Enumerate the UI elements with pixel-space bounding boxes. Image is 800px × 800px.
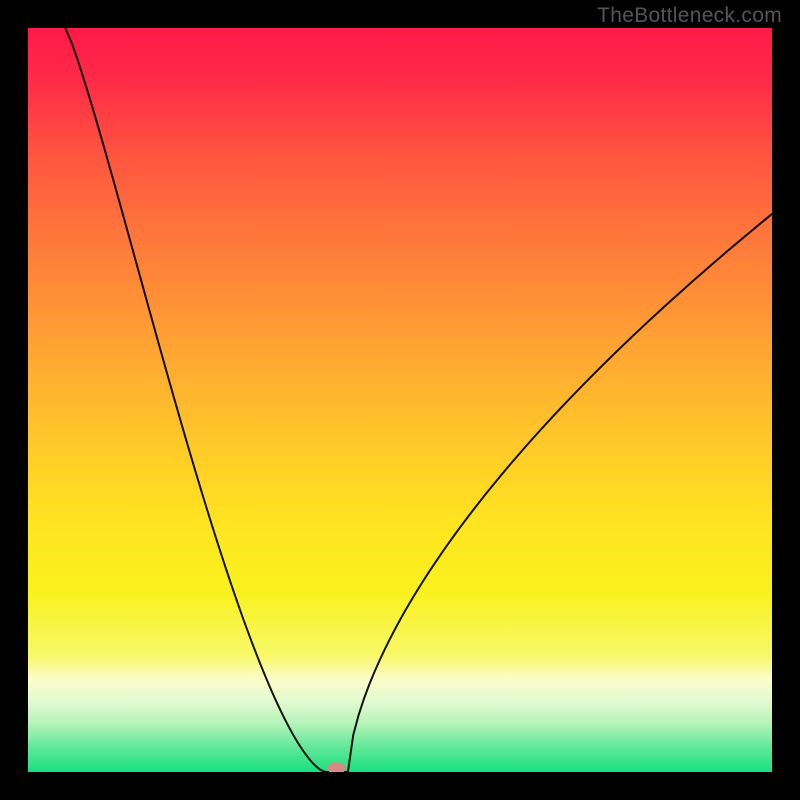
minimum-marker <box>328 763 345 772</box>
watermark-text: TheBottleneck.com <box>597 4 782 28</box>
plot-area <box>28 28 772 772</box>
bottleneck-curve <box>28 28 772 772</box>
chart-container: { "canvas": { "width": 800, "height": 80… <box>0 0 800 800</box>
